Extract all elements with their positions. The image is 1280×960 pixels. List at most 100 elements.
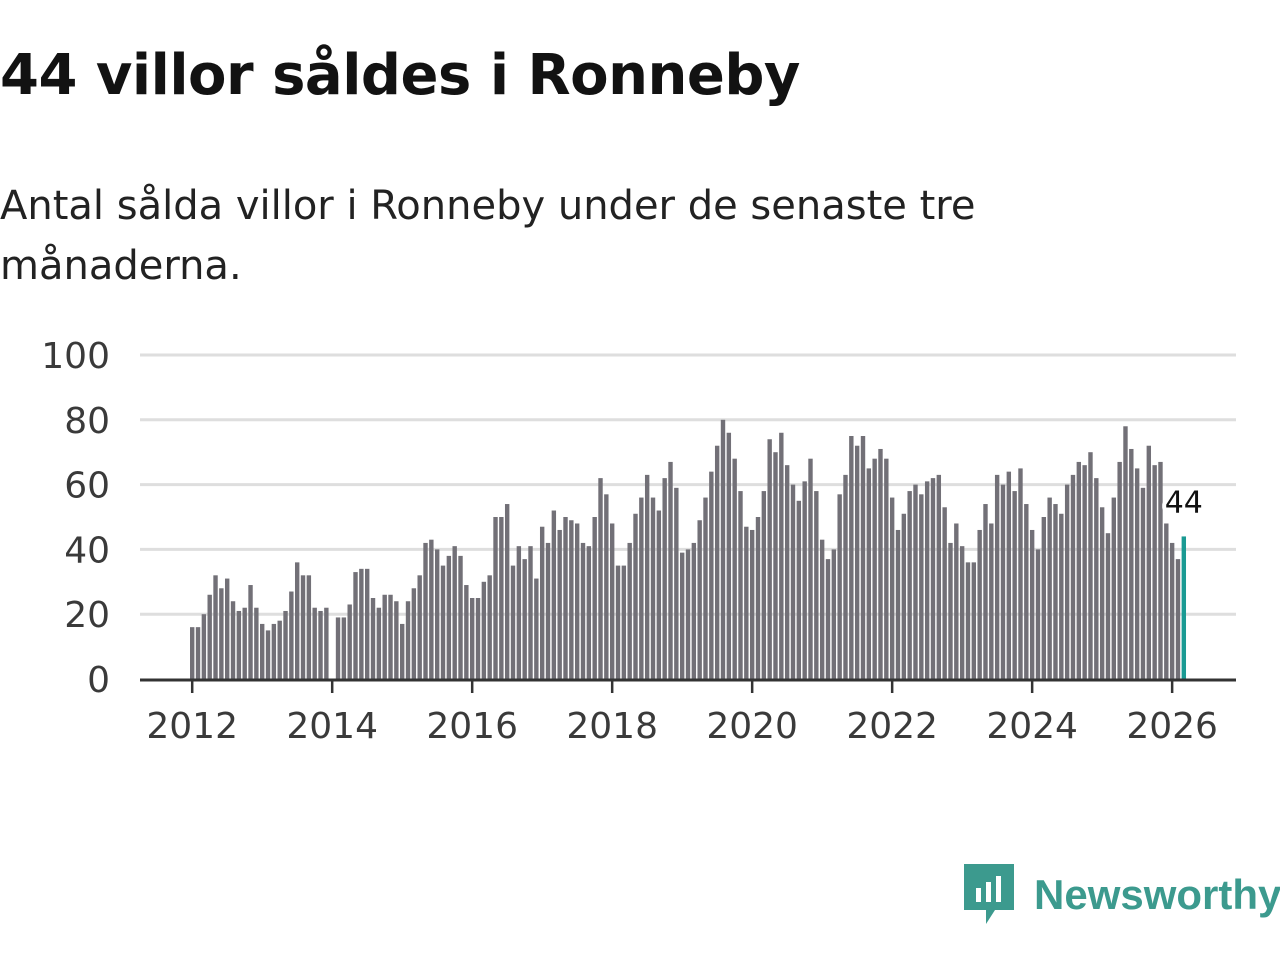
bar: [983, 504, 988, 679]
bar: [732, 458, 737, 679]
bar: [458, 555, 463, 679]
x-tick-label: 2012: [146, 706, 238, 747]
bar: [213, 575, 218, 679]
x-tick-label: 2020: [706, 706, 798, 747]
bar: [539, 526, 545, 679]
bar: [889, 497, 895, 679]
bar: [195, 627, 201, 679]
bar: [697, 520, 702, 679]
bar: [335, 617, 341, 679]
bar: [1117, 461, 1122, 679]
bar: [242, 607, 247, 679]
bar: [685, 549, 691, 679]
bar: [703, 497, 708, 679]
bar: [726, 432, 732, 679]
brand-name: Newsworthy: [1034, 871, 1280, 918]
bar: [674, 487, 679, 679]
bar: [516, 546, 522, 679]
bar: [394, 601, 399, 679]
bar: [1070, 474, 1076, 679]
bar: [236, 610, 242, 679]
bar: [948, 542, 953, 679]
bar: [1000, 484, 1006, 679]
bar: [487, 575, 492, 679]
bar: [895, 529, 901, 679]
bar: [265, 630, 271, 679]
bar: [324, 607, 329, 679]
y-tick-label: 20: [64, 595, 110, 636]
bar: [604, 494, 609, 679]
y-tick-label: 100: [41, 336, 110, 377]
bar: [1024, 504, 1029, 679]
x-tick-label: 2026: [1126, 706, 1218, 747]
bar: [639, 497, 644, 679]
bar: [318, 610, 323, 679]
bar: [831, 549, 837, 679]
bar: [353, 572, 358, 679]
bar: [1158, 461, 1163, 679]
bar: [1029, 529, 1035, 679]
bar: [230, 601, 236, 679]
y-tick-label: 0: [87, 660, 110, 701]
bar: [598, 478, 603, 679]
bar: [283, 610, 288, 679]
bar: [464, 585, 469, 679]
bar: [872, 458, 877, 679]
bar: [907, 491, 912, 679]
bar: [644, 474, 650, 679]
bar: [207, 594, 212, 679]
y-axis-labels: 0 20 40 60 80 100: [41, 336, 110, 701]
bar: [1134, 468, 1140, 679]
newsworthy-logo-icon: [964, 864, 1014, 924]
bar: [884, 458, 889, 679]
bar: [790, 484, 796, 679]
bar: [1129, 448, 1134, 679]
bar-chart: 0 20 40 60 80 100 2012 2014 2016 2018 2020 2022 202…: [41, 336, 1236, 747]
bar: [609, 523, 615, 679]
bar: [493, 517, 498, 679]
bar: [586, 546, 592, 679]
bar: [190, 627, 195, 679]
bar: [364, 568, 370, 679]
bar: [714, 445, 720, 679]
bar: [633, 513, 638, 679]
bar: [615, 565, 621, 679]
bar: [761, 491, 767, 679]
bar: [522, 559, 527, 679]
x-tick-label: 2014: [286, 706, 378, 747]
bar: [248, 585, 253, 679]
bar: [965, 562, 971, 679]
bar: [650, 497, 656, 679]
bar: [376, 607, 382, 679]
bar: [691, 542, 697, 679]
x-tick-label: 2022: [846, 706, 938, 747]
bar: [574, 523, 580, 679]
bar: [1082, 465, 1087, 679]
bars: [190, 419, 1187, 679]
bar: [744, 526, 749, 679]
bar: [942, 507, 947, 679]
bar: [849, 436, 854, 679]
newsworthy-logo: Newsworthy: [964, 864, 1280, 926]
annotations: 44: [1161, 481, 1207, 524]
bar: [954, 523, 959, 679]
bar: [1018, 468, 1023, 679]
bar: [592, 517, 597, 679]
bar: [784, 465, 790, 679]
bar: [1059, 513, 1064, 679]
bar: [738, 491, 743, 679]
bar: [843, 474, 848, 679]
bar: [405, 601, 411, 679]
bar: [306, 575, 312, 679]
bar: [557, 529, 562, 679]
bar: [225, 578, 230, 679]
bar: [796, 500, 802, 679]
y-tick-label: 60: [64, 466, 110, 507]
chart-subtitle: Antal sålda villor i Ronneby under de se…: [0, 183, 976, 289]
bar: [271, 623, 277, 679]
bar: [1047, 497, 1052, 679]
bar: [312, 607, 317, 679]
x-axis-ticks: 2012 2014 2016 2018 2020 2022 2024 2026: [146, 680, 1218, 747]
bar: [994, 474, 1000, 679]
bar: [499, 517, 504, 679]
